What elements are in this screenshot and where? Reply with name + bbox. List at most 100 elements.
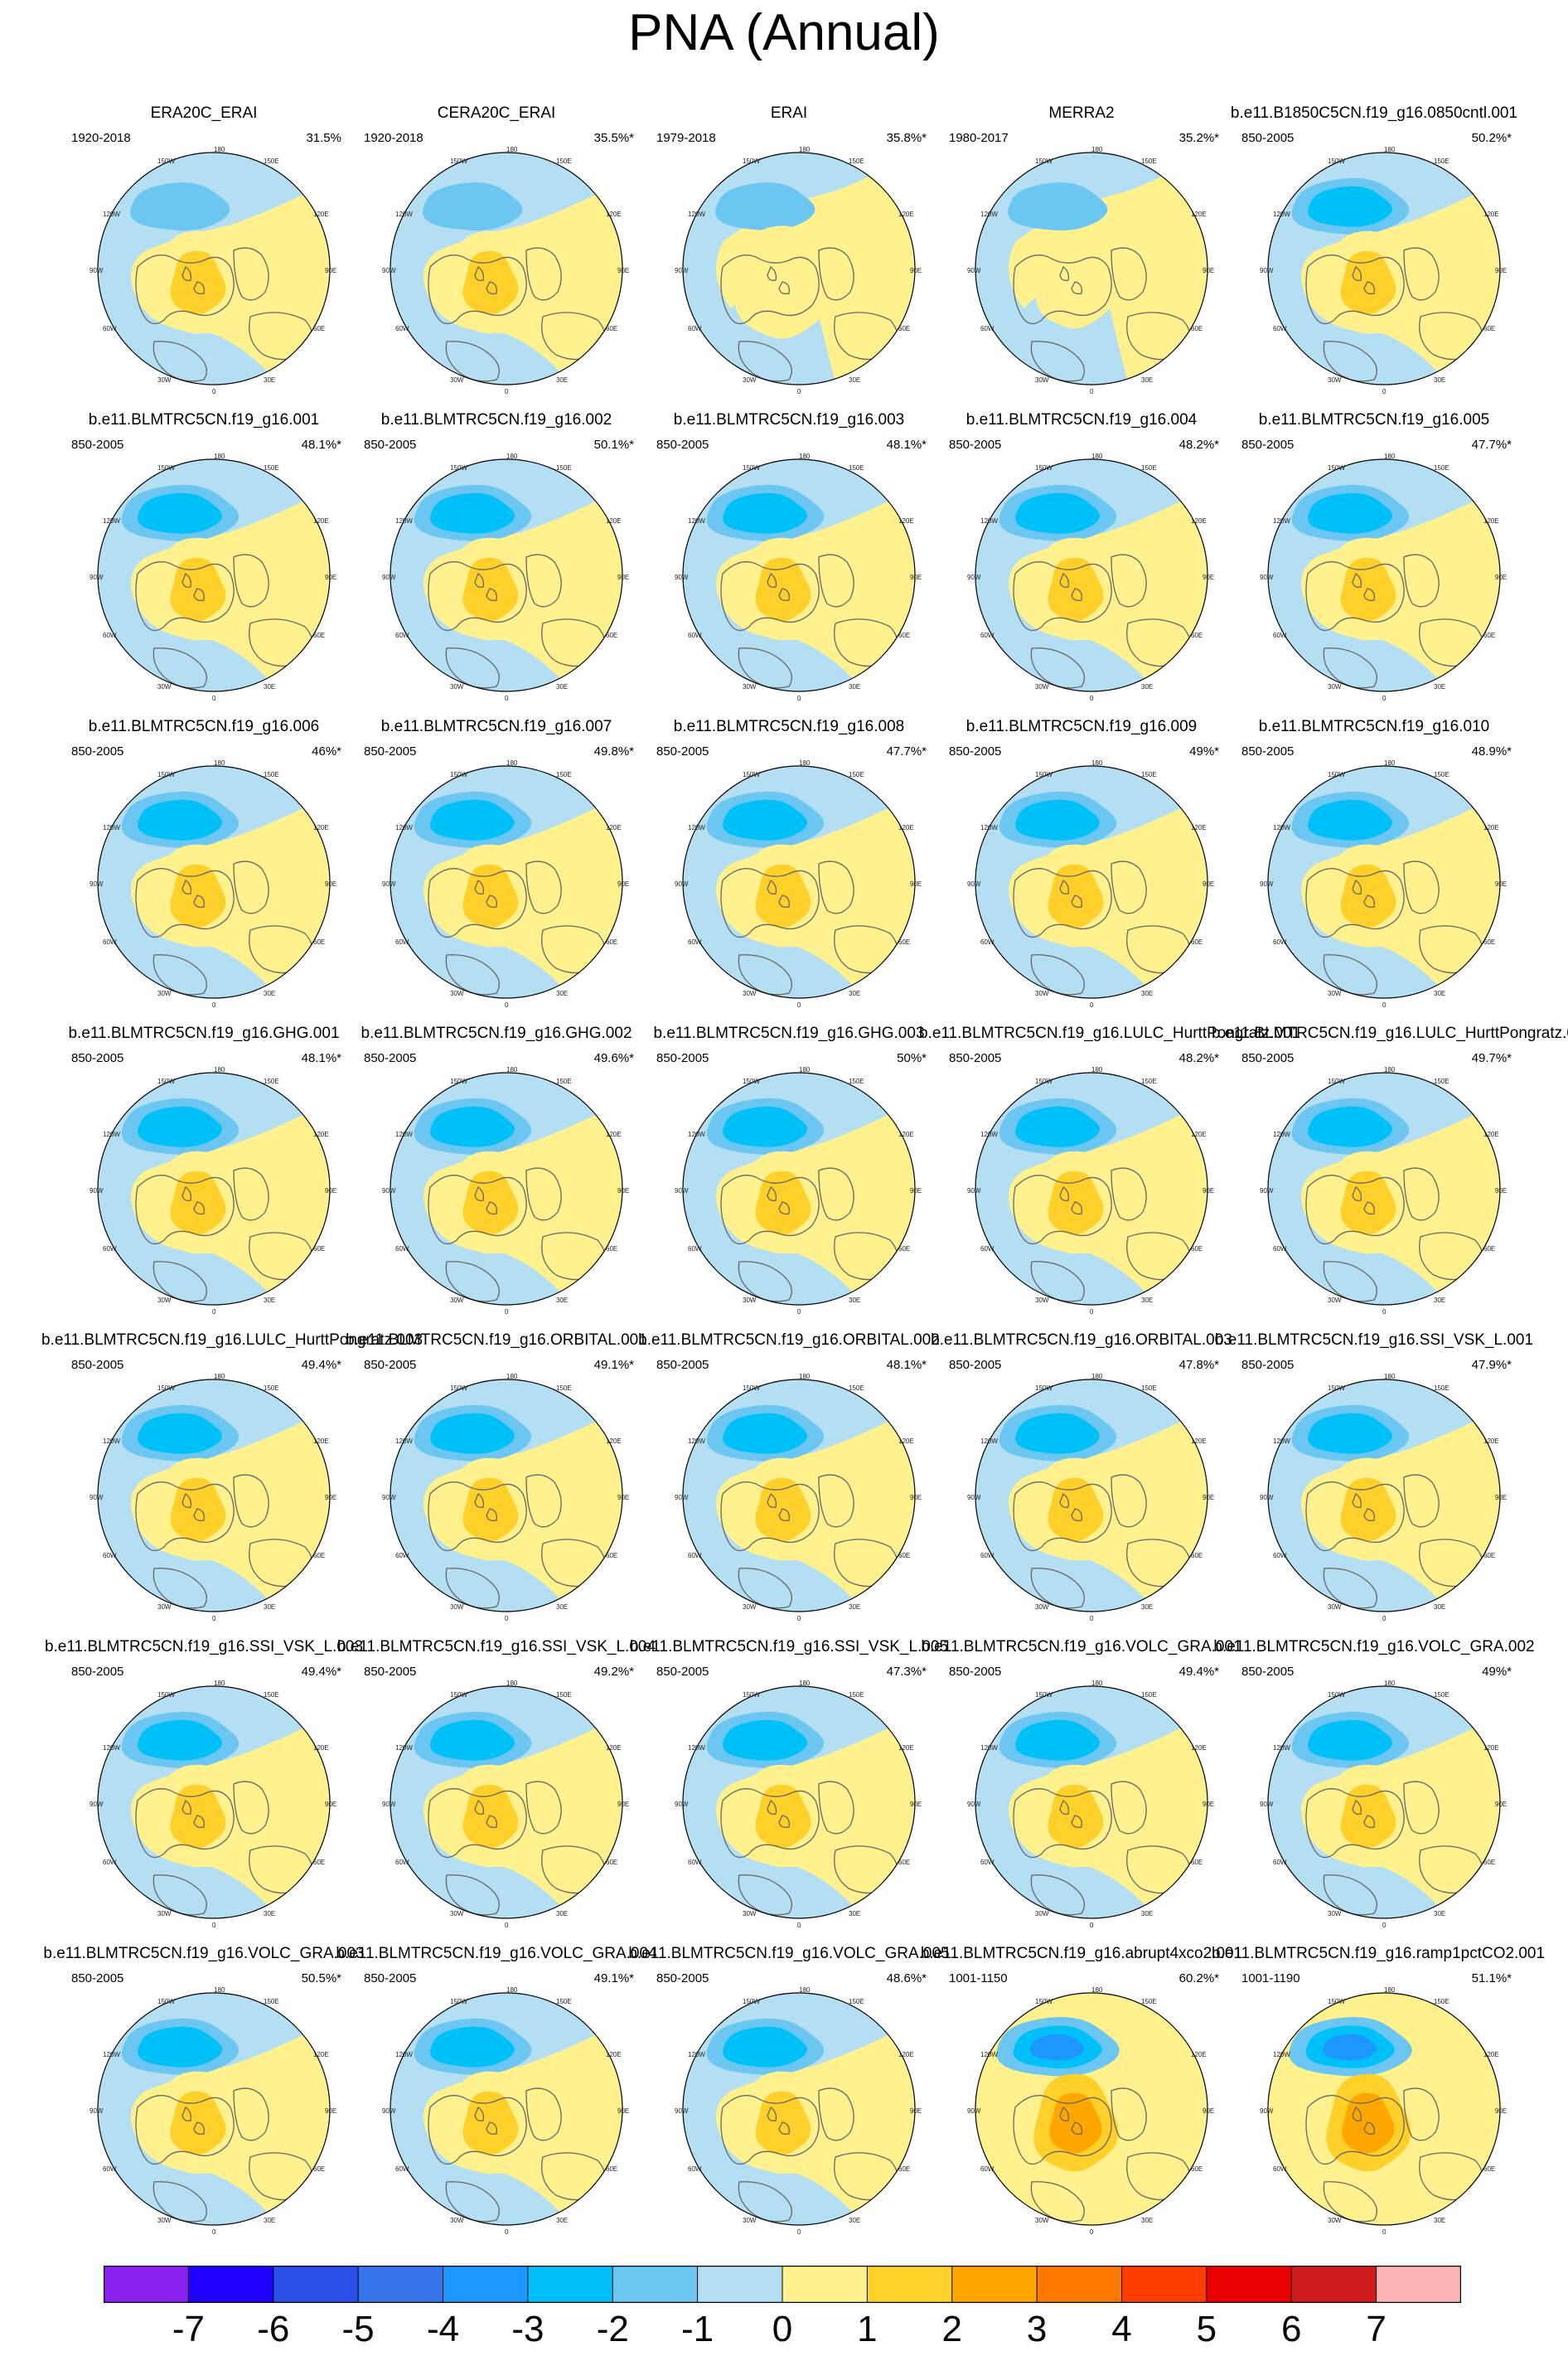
colorbar-labels: -7 -6 -5 -4 -3 -2 -1 0 1 2 3 4 5 6 7: [0, 2309, 1568, 2356]
polar-map-plot: [390, 152, 623, 385]
coastline: [428, 1175, 527, 1245]
panel-years: 850-2005: [656, 438, 709, 452]
coastline: [1403, 860, 1440, 914]
longitude-label: 120W: [980, 824, 998, 831]
longitude-label: 90E: [325, 574, 337, 581]
longitude-label: 0: [1382, 1001, 1387, 1009]
coastline: [152, 1874, 207, 1916]
longitude-label: 150E: [264, 771, 279, 778]
panel-years: 850-2005: [364, 1051, 417, 1065]
longitude-label: 90E: [1495, 880, 1508, 888]
map-boundary: [97, 1685, 331, 1919]
negative-contour: [138, 492, 223, 534]
longitude-label: 120W: [1273, 517, 1290, 525]
panel-explained-variance: 31.5%: [306, 131, 341, 145]
longitude-label: 150E: [1434, 1691, 1449, 1699]
coastline: [767, 2106, 777, 2122]
positive-contour: [755, 557, 811, 622]
coastline: [1030, 2181, 1085, 2223]
longitude-label: 180: [214, 1373, 225, 1380]
map-boundary: [390, 1685, 623, 1919]
coastline: [233, 247, 269, 301]
panel-title: b.e11.BLMTRC5CN.f19_g16.010: [1258, 718, 1490, 735]
longitude-label: 90E: [1203, 2107, 1215, 2115]
longitude-label: 150E: [1141, 1384, 1157, 1392]
map-boundary: [390, 765, 623, 999]
polar-map: 180 150W 150E 120W 120E 90W 90E 60W 60E 30W 30E 0: [1258, 449, 1510, 702]
longitude-label: 60E: [606, 325, 618, 332]
coastline: [233, 554, 269, 608]
colorbar-tick-label: 2: [941, 2309, 963, 2349]
positive-anomaly-region: [1301, 1993, 1500, 2225]
coastline: [1305, 255, 1405, 325]
panel-explained-variance: 35.5%*: [593, 131, 634, 145]
longitude-label: 0: [1382, 2228, 1387, 2236]
panel-title: ERA20C_ERAI: [150, 104, 258, 122]
coastline: [1352, 2106, 1362, 2122]
panel-title: b.e11.BLMTRC5CN.f19_g16.GHG.001: [68, 1025, 340, 1042]
longitude-label: 0: [505, 1001, 509, 1009]
negative-contour: [1308, 799, 1393, 841]
longitude-label: 30W: [450, 1603, 464, 1611]
positive-contour: [1048, 1784, 1104, 1849]
coastline: [428, 868, 527, 938]
longitude-label: 120W: [1273, 2051, 1290, 2058]
panel-explained-variance: 47.7%*: [1471, 438, 1512, 452]
longitude-label: 0: [212, 2228, 216, 2236]
coastline: [1363, 2121, 1375, 2135]
longitude-label: 0: [212, 695, 216, 702]
longitude-label: 120E: [313, 824, 329, 831]
longitude-label: 120W: [395, 1437, 413, 1445]
longitude-label: 150E: [1141, 158, 1157, 165]
polar-map: 180 150W 150E 120W 120E 90W 90E 60W 60E 30W 30E 0: [88, 449, 340, 702]
longitude-label: 150E: [1141, 1691, 1157, 1699]
longitude-label: 30E: [849, 2217, 861, 2224]
longitude-label: 0: [1382, 1922, 1387, 1929]
coastline: [1030, 954, 1085, 996]
longitude-label: 30W: [1035, 683, 1049, 691]
negative-contour: [1008, 182, 1108, 231]
panel-explained-variance: 48.9%*: [1471, 744, 1512, 759]
longitude-label: 150E: [556, 1998, 572, 2005]
panel-explained-variance: 49.1%*: [593, 1358, 634, 1372]
map-panel: b.e11.BLMTRC5CN.f19_g16.VOLC_GRA.001 850-…: [921, 1638, 1241, 1930]
negative-contour: [723, 799, 808, 841]
coastline: [720, 255, 820, 325]
negative-contour: [430, 1106, 515, 1147]
map-boundary: [682, 765, 916, 999]
coastline: [135, 1788, 235, 1859]
coastline: [474, 1799, 485, 1815]
panel-explained-variance: 49.4%*: [301, 1358, 341, 1372]
map-panel: b.e11.BLMTRC5CN.f19_g16.GHG.001 850-2005 4…: [58, 1025, 350, 1316]
longitude-label: 120W: [103, 1131, 120, 1138]
longitude-label: 60W: [395, 938, 409, 946]
polar-map-plot: [682, 1992, 916, 2226]
longitude-label: 120E: [1191, 824, 1207, 831]
longitude-label: 150W: [450, 1691, 467, 1699]
longitude-label: 150E: [849, 1384, 864, 1392]
negative-contour: [130, 182, 230, 231]
panel-title: b.e11.BLMTRC5CN.f19_g16.SSI_VSK_L.001: [1214, 1331, 1534, 1349]
map-boundary: [682, 1685, 916, 1919]
polar-map: 180 150W 150E 120W 120E 90W 90E 60W 60E 30W 30E 0: [965, 449, 1217, 702]
longitude-label: 30E: [556, 1910, 569, 1917]
map-panel: b.e11.BLMTRC5CN.f19_g16.ORBITAL.003 850-2…: [931, 1331, 1232, 1623]
colorbar-swatch: [104, 2266, 189, 2303]
longitude-label: 120E: [1191, 1744, 1207, 1752]
panel-explained-variance: 50%*: [897, 1051, 927, 1065]
panel-years: 850-2005: [71, 1051, 124, 1065]
longitude-label: 180: [1384, 1066, 1396, 1074]
colorbar-tick-label: 6: [1281, 2309, 1302, 2349]
panel-explained-variance: 48.2%*: [1178, 438, 1219, 452]
longitude-label: 60W: [980, 1859, 995, 1866]
polar-map-plot: [97, 152, 331, 385]
longitude-label: 90W: [967, 880, 981, 888]
coastline: [445, 341, 500, 382]
coastline: [818, 860, 854, 914]
longitude-label: 90W: [1260, 2107, 1274, 2115]
coastline: [767, 1492, 777, 1509]
longitude-label: 90E: [1495, 1187, 1508, 1195]
map-boundary: [975, 152, 1208, 385]
panel-years: 850-2005: [1241, 744, 1295, 759]
longitude-label: 120W: [980, 1744, 998, 1752]
